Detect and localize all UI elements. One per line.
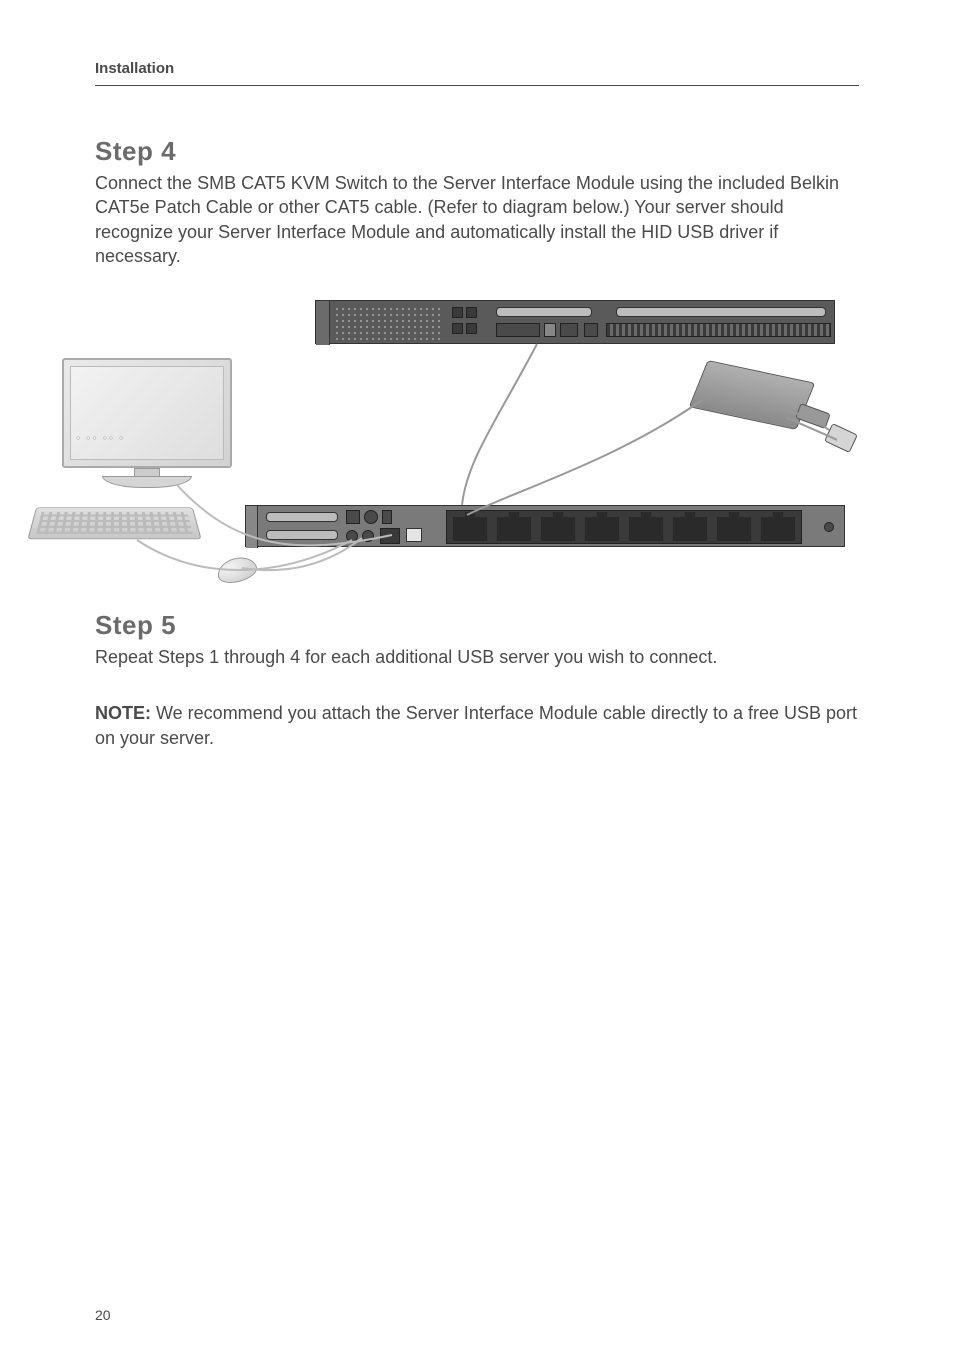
connection-diagram: ○ ○○ ○○ ○ [117, 300, 837, 580]
cat5-cable [462, 344, 537, 505]
indicator-square [466, 323, 477, 334]
monitor-inner [70, 366, 224, 460]
indicator-square [466, 307, 477, 318]
kvm-vga-port [380, 528, 400, 544]
server-slot [584, 323, 598, 337]
kvm-port [364, 510, 378, 524]
monitor-screen: ○ ○○ ○○ ○ [62, 358, 232, 468]
step-4-heading: Step 4 [95, 136, 859, 167]
kvm-left-cap [246, 506, 258, 548]
kvm-ps2-port [346, 530, 358, 542]
kvm-slot [266, 512, 338, 522]
console-keyboard [27, 508, 201, 540]
server-interface-module [689, 360, 816, 430]
monitor-buttons: ○ ○○ ○○ ○ [76, 435, 125, 442]
server-vent-ridges [606, 323, 831, 337]
server-panel [544, 323, 556, 337]
kvm-switch-device [245, 505, 845, 547]
console-monitor: ○ ○○ ○○ ○ [62, 358, 232, 488]
kvm-port [346, 510, 360, 524]
kvm-port [382, 510, 392, 524]
rj45-port [629, 517, 663, 541]
monitor-base [102, 476, 192, 488]
server-drive-bay [496, 307, 592, 317]
section-title: Installation [95, 60, 859, 77]
server-panel [560, 323, 578, 337]
indicator-square [452, 307, 463, 318]
rj45-port [453, 517, 487, 541]
note-label: NOTE: [95, 703, 151, 723]
server-vent-grid [334, 306, 444, 340]
indicator-square [452, 323, 463, 334]
cat5-cable [467, 400, 702, 515]
server-device [315, 300, 835, 344]
kvm-power-port [824, 522, 834, 532]
page-header: Installation [95, 60, 859, 86]
step-5-block: Step 5 Repeat Steps 1 through 4 for each… [95, 610, 859, 669]
kvm-eth-port [406, 528, 422, 542]
rj45-port [717, 517, 751, 541]
step-5-body: Repeat Steps 1 through 4 for each additi… [95, 645, 859, 669]
kvm-rj45-bank [446, 510, 802, 544]
kvm-ps2-port [362, 530, 374, 542]
console-mouse [215, 553, 260, 587]
rj45-port [497, 517, 531, 541]
sim-vga-plug [824, 423, 858, 453]
sim-usb-plug [795, 403, 831, 429]
step-4-body: Connect the SMB CAT5 KVM Switch to the S… [95, 171, 859, 268]
rj45-port [673, 517, 707, 541]
note-block: NOTE: We recommend you attach the Server… [95, 701, 859, 750]
step-4-block: Step 4 Connect the SMB CAT5 KVM Switch t… [95, 136, 859, 268]
server-panel [496, 323, 540, 337]
server-left-cap [316, 301, 330, 345]
rj45-port [761, 517, 795, 541]
page-number: 20 [95, 1307, 111, 1323]
server-drive-bay [616, 307, 826, 317]
note-body: We recommend you attach the Server Inter… [95, 703, 857, 747]
kvm-slot [266, 530, 338, 540]
server-indicator-block [452, 307, 480, 339]
rj45-port [541, 517, 575, 541]
rj45-port [585, 517, 619, 541]
step-5-heading: Step 5 [95, 610, 859, 641]
